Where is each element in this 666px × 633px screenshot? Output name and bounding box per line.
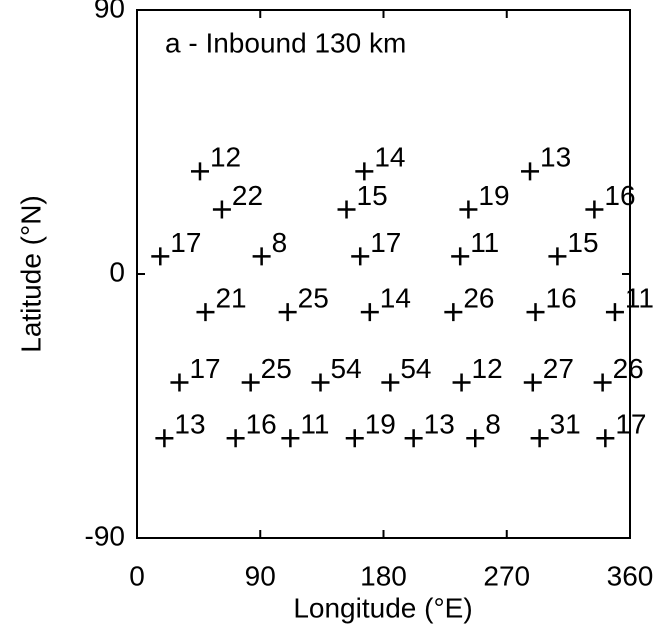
point-label: 31	[550, 409, 581, 440]
point	[151, 247, 170, 266]
x-axis-label: Longitude (°E)	[293, 592, 472, 623]
point-label: 15	[567, 227, 598, 258]
chart-title: a - Inbound 130 km	[165, 27, 406, 58]
point	[596, 429, 615, 448]
point	[530, 429, 549, 448]
point	[170, 373, 189, 392]
point-label: 15	[357, 180, 388, 211]
point	[585, 200, 604, 219]
point-label: 17	[615, 409, 646, 440]
point-label: 19	[365, 409, 396, 440]
y-tick-label: 90	[94, 0, 125, 23]
point	[451, 247, 470, 266]
x-tick-label: 90	[245, 560, 276, 591]
point-label: 25	[298, 283, 329, 314]
point	[351, 247, 370, 266]
point-label: 11	[625, 283, 654, 314]
point	[155, 429, 174, 448]
point	[190, 162, 209, 181]
y-tick-label: 0	[109, 256, 125, 287]
y-tick-label: -90	[85, 520, 125, 551]
point	[593, 373, 612, 392]
x-tick-label: 0	[129, 560, 145, 591]
point	[281, 429, 300, 448]
point	[311, 373, 330, 392]
point	[360, 303, 379, 322]
point	[404, 429, 423, 448]
point	[526, 303, 545, 322]
point-label: 54	[331, 353, 362, 384]
point-label: 13	[540, 142, 571, 173]
point	[381, 373, 400, 392]
point-label: 26	[613, 353, 644, 384]
x-tick-label: 360	[607, 560, 654, 591]
plot-frame	[136, 9, 631, 539]
point-label: 19	[478, 180, 509, 211]
point-label: 11	[470, 227, 499, 258]
point-label: 26	[463, 283, 494, 314]
point-label: 25	[261, 353, 292, 384]
point-label: 16	[604, 180, 635, 211]
point	[605, 303, 624, 322]
point	[278, 303, 297, 322]
point	[355, 162, 374, 181]
point	[444, 303, 463, 322]
point	[226, 429, 245, 448]
point-label: 11	[300, 409, 329, 440]
x-tick-label: 180	[360, 560, 407, 591]
x-tick-label: 270	[483, 560, 530, 591]
point-label: 21	[215, 283, 246, 314]
point	[466, 429, 485, 448]
point	[523, 373, 542, 392]
point	[345, 429, 364, 448]
point	[252, 247, 271, 266]
point-label: 12	[472, 353, 503, 384]
point-label: 16	[246, 409, 277, 440]
point-label: 54	[400, 353, 431, 384]
point	[337, 200, 356, 219]
point	[212, 200, 231, 219]
point-label: 8	[485, 409, 501, 440]
point-label: 14	[380, 283, 411, 314]
point-label: 14	[374, 142, 405, 173]
point-label: 16	[546, 283, 577, 314]
point	[521, 162, 540, 181]
point-label: 17	[170, 227, 201, 258]
point	[196, 303, 215, 322]
point-label: 17	[370, 227, 401, 258]
point-label: 12	[210, 142, 241, 173]
point	[459, 200, 478, 219]
point-label: 27	[543, 353, 574, 384]
point-label: 13	[174, 409, 205, 440]
y-axis-label: Latitude (°N)	[15, 195, 46, 353]
point-label: 17	[189, 353, 220, 384]
point	[548, 247, 567, 266]
point-label: 22	[232, 180, 263, 211]
point-label: 13	[424, 409, 455, 440]
point-label: 8	[272, 227, 288, 258]
point	[452, 373, 471, 392]
point	[241, 373, 260, 392]
